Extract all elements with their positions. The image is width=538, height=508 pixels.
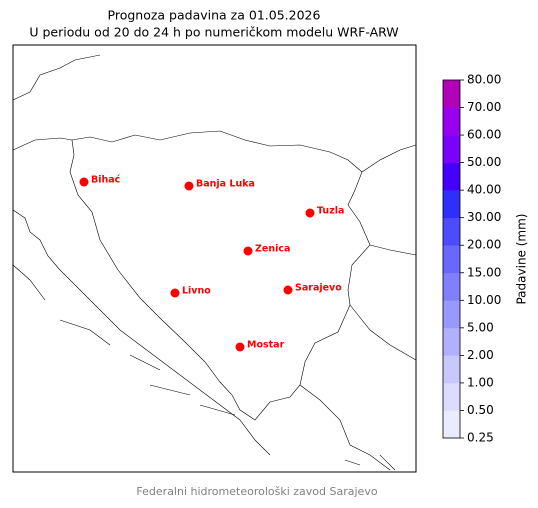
country-border [69,130,371,421]
colorbar-segment [443,190,460,218]
colorbar-tick-label: 0.25 [467,431,494,445]
island [12,264,396,471]
border [12,54,101,151]
city-marker [235,342,245,352]
colorbar-label: Padavine (mm) [515,213,529,304]
city-label: Livno [182,286,211,297]
border [299,144,417,471]
colorbar-tick-label: 30.00 [467,210,501,224]
colorbar-tick-label: 5.00 [467,320,494,334]
city-label: Zenica [255,244,290,255]
colorbar-tick-label: 80.00 [467,73,501,87]
city-marker [243,246,253,256]
city-label: Sarajevo [295,283,342,294]
city-marker [79,177,89,187]
colorbar-frame [442,79,461,439]
city-label: Bihać [91,175,121,186]
colorbar-segment [443,135,460,163]
city-marker [283,285,293,295]
colorbar-tick-label: 0.50 [467,403,494,417]
city-label: Banja Luka [196,179,255,190]
city-marker [170,288,180,298]
colorbar-segment [443,300,460,329]
colorbar-segment [443,410,460,439]
colorbar-segment [443,272,460,301]
city-marker [184,181,194,191]
colorbar-tick-label: 20.00 [467,238,501,252]
colorbar-tick-label: 1.00 [467,375,494,389]
colorbar-tick-label: 50.00 [467,155,501,169]
colorbar-segment [443,217,460,246]
colorbar-tick-label: 2.00 [467,348,494,362]
colorbar-tick-label: 40.00 [467,183,501,197]
colorbar-segment [443,107,460,136]
coastline [12,209,271,456]
colorbar-tick-label: 15.00 [467,265,501,279]
colorbar: 0.25 0.50 1.00 2.00 5.00 10.00 15.00 20.00 30.00… [442,73,501,445]
city-label: Tuzla [317,206,344,217]
colorbar-tick-label: 60.00 [467,128,501,142]
colorbar-segment [443,162,460,191]
map-outlines [12,44,417,473]
city-label: Mostar [247,340,285,351]
colorbar-tick-label: 70.00 [467,100,501,114]
map-frame [12,44,417,473]
colorbar-tick-label: 10.00 [467,293,501,307]
subtitle: U periodu od 20 do 24 h po numeričkom mo… [29,25,398,40]
colorbar-segment [443,382,460,411]
cities: Bihać Banja Luka Tuzla Zenica Livno Sarajevo M… [79,175,344,352]
colorbar-segment [443,80,460,108]
city-marker [305,208,315,218]
footer: Federalni hidrometeorološki zavod Saraje… [136,485,377,498]
colorbar-segment [443,245,460,274]
title: Prognoza padavina za 01.05.2026 [108,8,321,23]
colorbar-segment [443,327,460,356]
colorbar-segment [443,355,460,384]
